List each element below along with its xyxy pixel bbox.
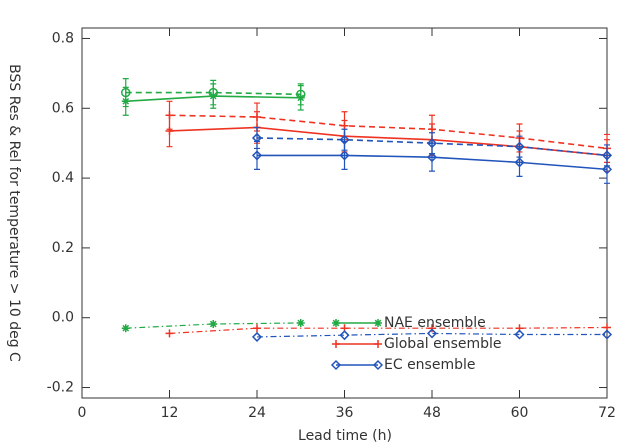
series-line [125,91,301,96]
legend-label: EC ensemble [384,357,476,373]
marker [251,331,263,342]
y-axis-label: BSS Res & Rel for temperature > 10 deg C [6,64,22,362]
marker [339,134,350,145]
series-line [169,326,608,335]
marker [296,89,306,100]
y-tick-label: 0.2 [52,240,74,256]
error-bar [254,126,260,150]
legend-marker [372,359,384,371]
marker [339,150,350,161]
error-bar [210,79,217,106]
marker [426,328,438,339]
legend-marker [374,319,382,327]
marker [601,164,613,175]
error-bar [516,135,523,158]
series-line [169,126,608,157]
legend-marker [374,340,382,348]
marker [601,150,613,161]
marker [165,111,174,120]
marker [121,324,130,333]
error-bar [604,144,610,167]
marker [251,150,263,161]
x-tick-label: 72 [598,405,616,421]
error-bar [297,83,304,106]
legend-marker [332,319,340,327]
marker [296,318,305,327]
marker [251,132,263,144]
series-line [256,332,607,338]
x-tick-label: 36 [336,405,354,421]
error-bar [429,132,435,155]
marker [514,329,525,340]
legend-marker [330,359,342,371]
marker [514,157,525,168]
legend-label: NAE ensemble [384,315,486,331]
y-tick-label: 0.4 [52,170,74,186]
marker [428,324,436,333]
marker [340,121,349,130]
marker [121,87,131,98]
marker [601,329,613,340]
x-tick-label: 12 [161,405,179,421]
x-axis-label: Lead time (h) [298,428,392,444]
series-line [125,322,301,329]
marker [208,87,218,98]
marker [253,324,261,333]
y-tick-label: 0.0 [52,310,74,326]
marker [514,141,525,152]
x-tick-label: 24 [248,405,266,421]
y-tick-label: 0.6 [52,100,74,116]
marker [426,152,438,163]
error-bar [122,78,129,108]
marker [253,113,261,122]
legend-marker [332,340,340,348]
marker [165,329,174,338]
x-tick-label: 0 [78,405,87,421]
marker [209,320,218,328]
marker [426,138,438,149]
y-tick-label: -0.2 [47,380,74,396]
marker [339,330,350,341]
error-bar [341,128,348,151]
legend-label: Global ensemble [384,336,502,352]
marker [428,125,436,134]
y-tick-label: 0.8 [52,30,74,46]
x-tick-label: 60 [511,405,529,421]
series-line [169,114,608,150]
x-tick-label: 48 [423,405,441,421]
plot-frame [81,27,608,399]
